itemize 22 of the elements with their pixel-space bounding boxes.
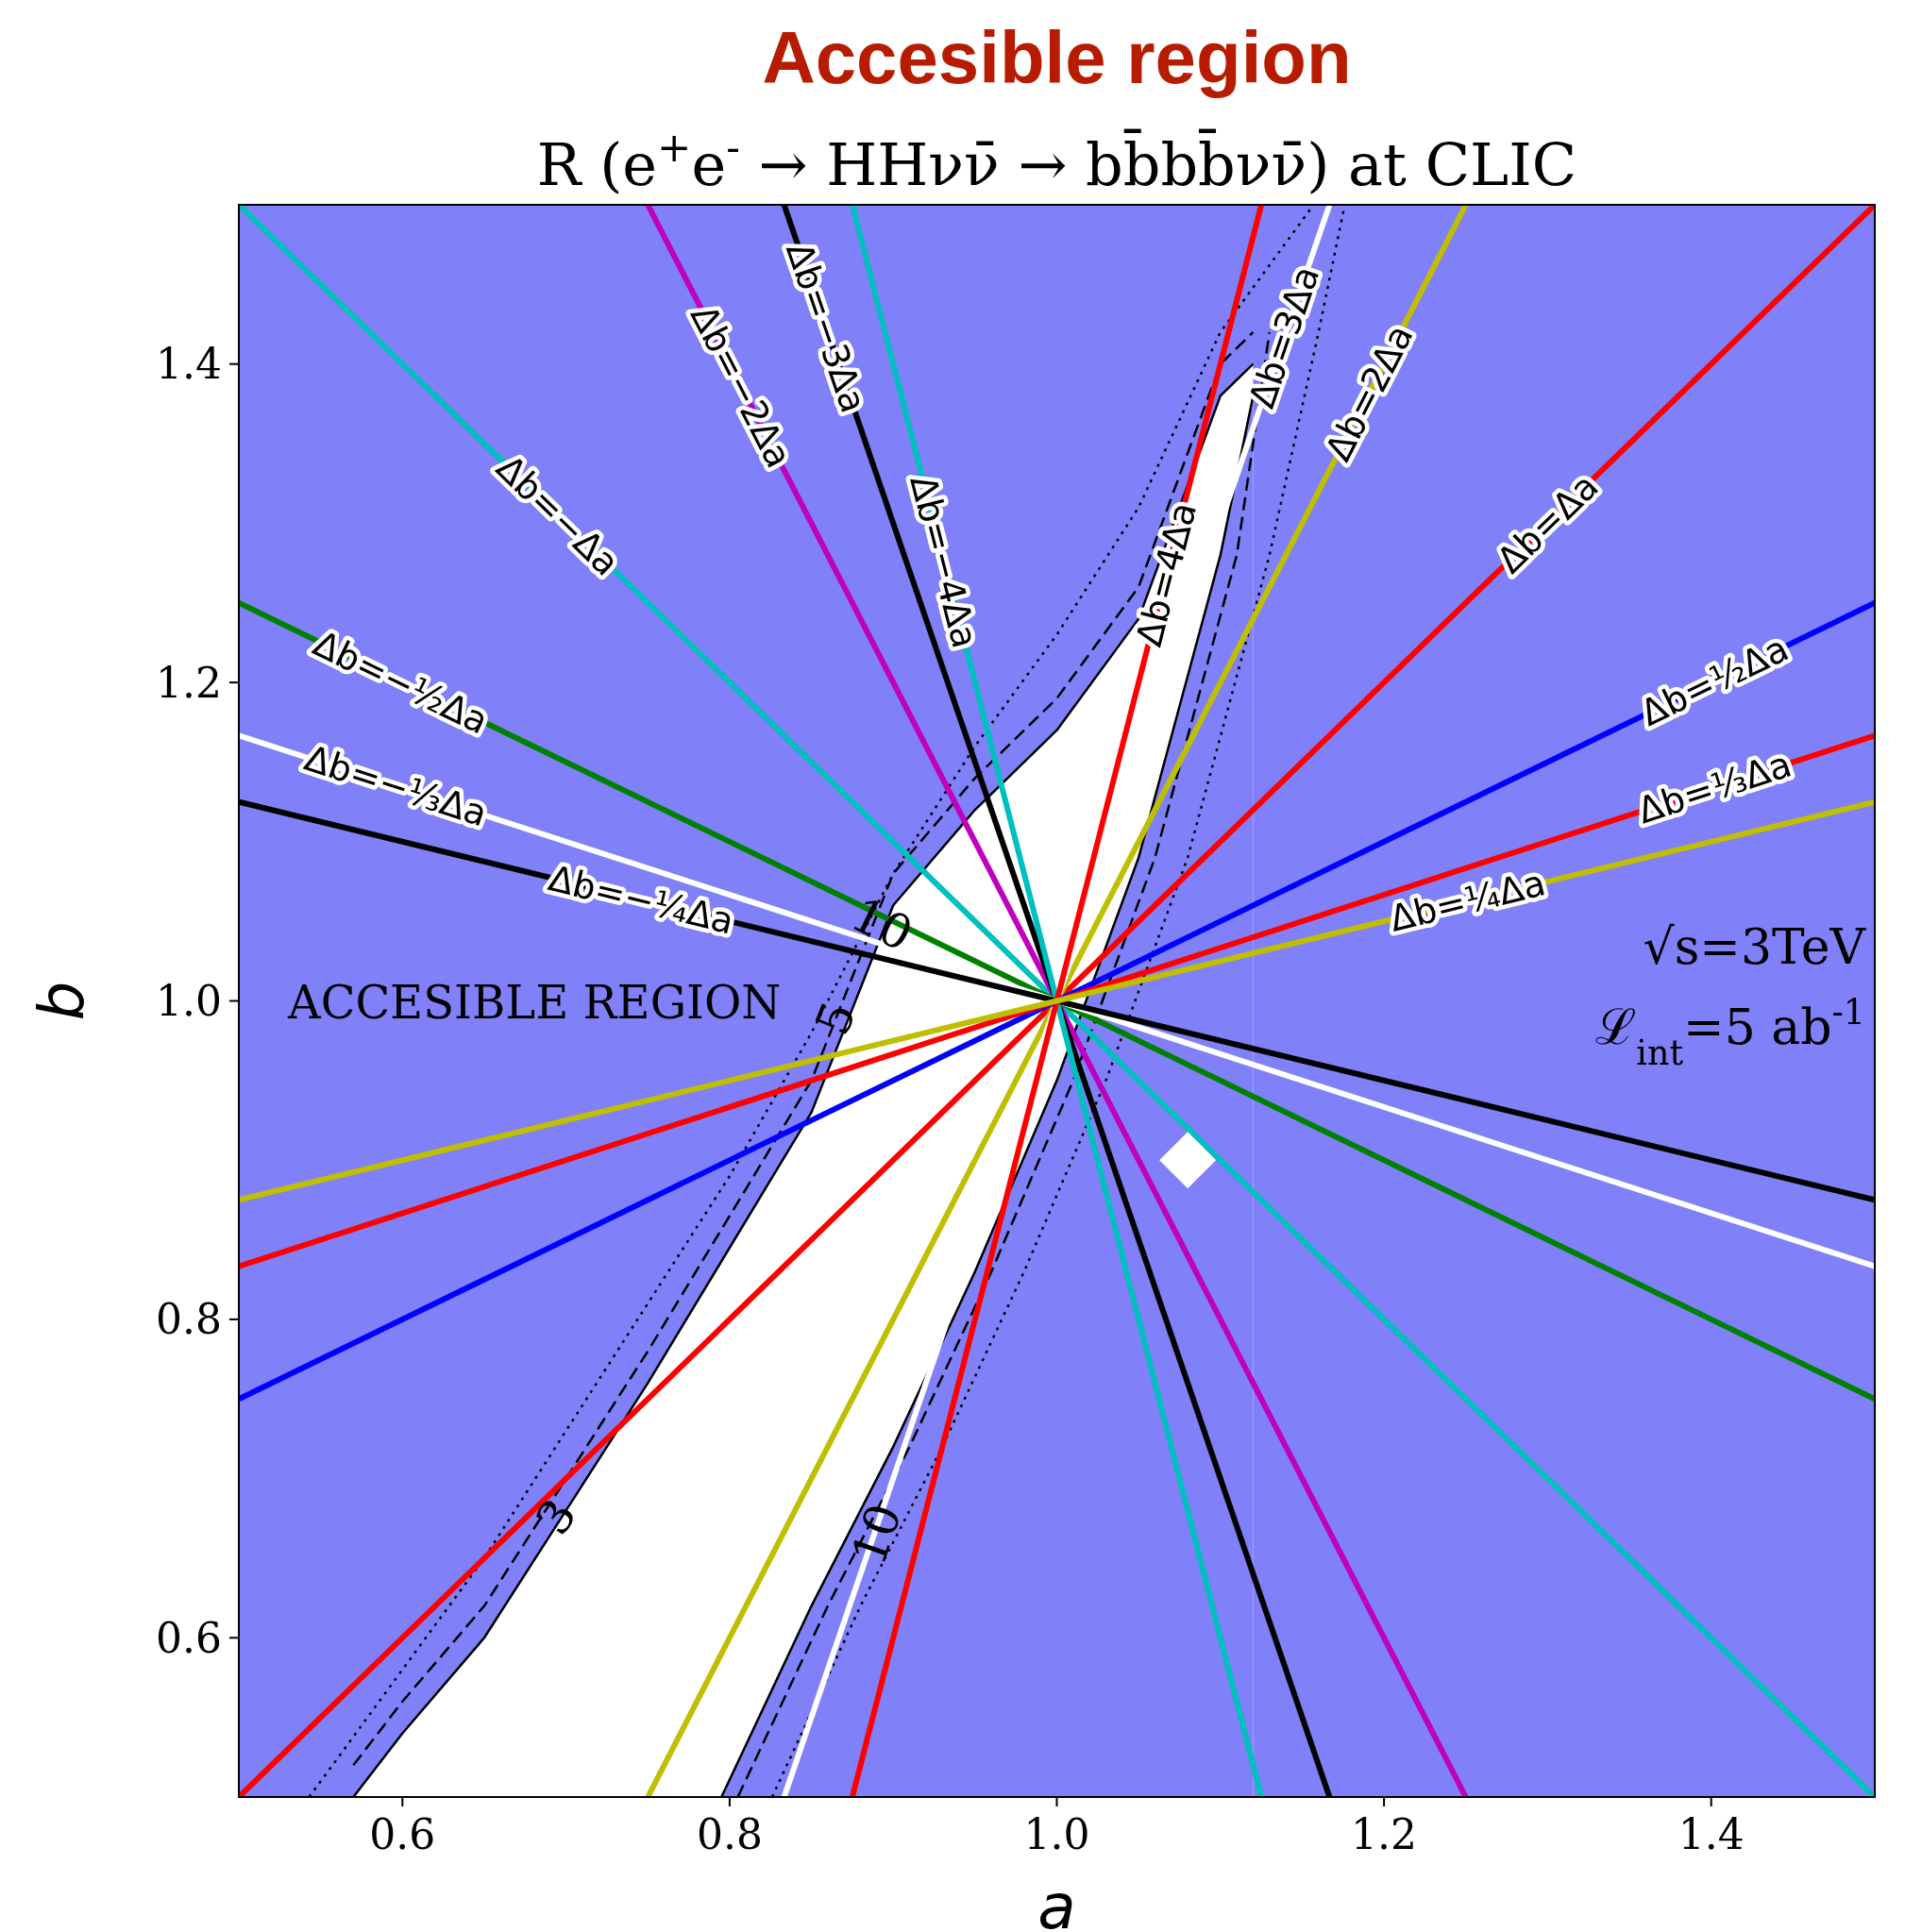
y-axis-title: b [25, 981, 98, 1021]
y-tick-label: 1.4 [156, 340, 222, 389]
y-tick-label: 1.2 [156, 658, 222, 707]
annotation: 3 [525, 1489, 588, 1545]
annotation: √s=3TeV [1643, 917, 1867, 975]
x-tick-label: 1.4 [1677, 1810, 1745, 1858]
annotation: Δb=4Δa [1127, 497, 1205, 651]
y-tick-label: 1.0 [156, 977, 222, 1025]
y-tick-label: 0.8 [156, 1295, 222, 1344]
y-tick-label: 0.6 [156, 1613, 222, 1662]
x-tick-label: 0.6 [369, 1810, 436, 1858]
x-tick-label: 1.0 [1023, 1810, 1090, 1858]
annotation: ACCESIBLE REGION [287, 975, 782, 1029]
x-tick-label: 0.8 [696, 1810, 763, 1858]
chart-title: Accesible region [762, 16, 1352, 99]
chart-subtitle: R (e$^{+}$e$^{-}$ → HHνν̄ → bb̄bb̄νν̄) at CLIC [536, 124, 1577, 199]
annotation: 10 [842, 886, 921, 963]
annotation: 10 [841, 1497, 913, 1572]
annotation: ℒ$_{int}$=5 ab$^{-1}$ [1595, 991, 1865, 1072]
x-axis-title: a [1037, 1871, 1076, 1932]
annotation: Δb=¼Δa [1385, 862, 1550, 940]
x-tick-label: 1.2 [1351, 1810, 1418, 1858]
